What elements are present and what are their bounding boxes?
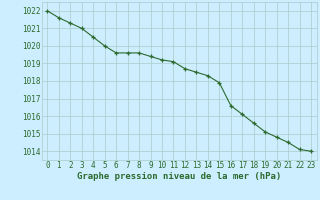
X-axis label: Graphe pression niveau de la mer (hPa): Graphe pression niveau de la mer (hPa) — [77, 172, 281, 181]
